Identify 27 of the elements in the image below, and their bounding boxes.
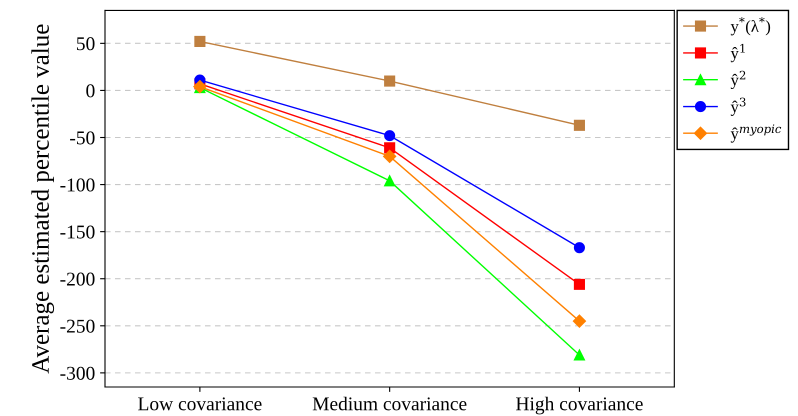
y-tick-label: -300: [60, 366, 95, 380]
legend-label: y$^{*}$(λ$^{*}$): [730, 17, 770, 36]
y-tick-label: -150: [60, 225, 95, 239]
y-tick-label: -250: [60, 320, 95, 333]
point: [384, 130, 396, 142]
y-tick-label: 50: [76, 37, 95, 50]
point: [572, 314, 586, 328]
x-tick-label: Low covariance: [138, 397, 262, 410]
point: [574, 120, 585, 131]
point: [574, 242, 585, 254]
point: [574, 349, 585, 361]
legend-label: ŷ$^{2}$: [730, 70, 746, 90]
point: [383, 150, 396, 163]
x-tick-label: High covariance: [516, 396, 643, 414]
point: [574, 278, 585, 290]
y-axis-title: Average estimated percentile value: [31, 24, 54, 374]
y-tick-label: -50: [70, 131, 95, 144]
legend-label: ŷ$^{3}$: [730, 98, 746, 116]
y-tick-label: 0: [86, 84, 95, 98]
y-tick-label: -100: [60, 178, 95, 192]
point: [194, 36, 206, 48]
point: [384, 175, 396, 186]
x-tick-label: Medium covariance: [312, 396, 466, 410]
legend-label: ŷ$^{1}$: [730, 44, 745, 62]
y-tick-label: -200: [60, 272, 95, 286]
point: [384, 75, 396, 87]
legend-label: ŷ$^{myopic}$: [730, 124, 782, 143]
